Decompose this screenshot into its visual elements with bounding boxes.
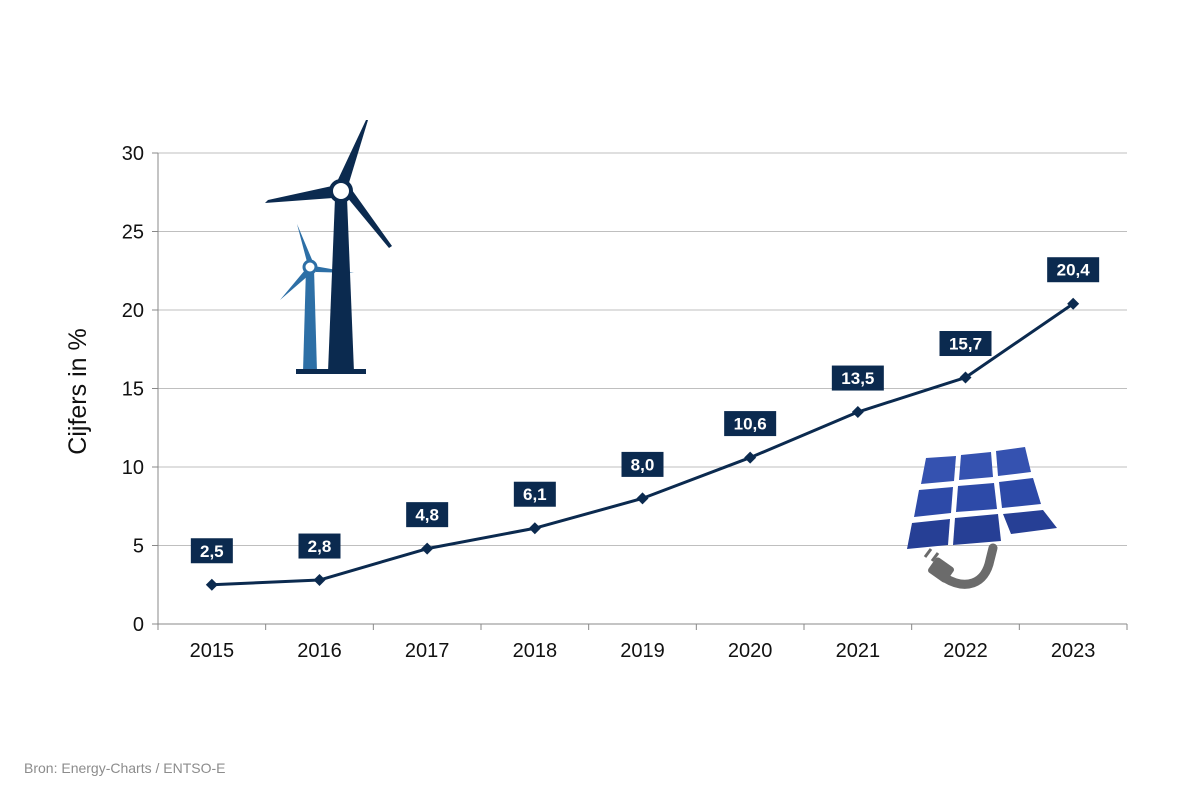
data-point (1067, 297, 1080, 310)
y-tick-label: 0 (133, 614, 144, 636)
data-label: 10,6 (734, 415, 767, 434)
data-label: 20,4 (1057, 261, 1091, 280)
y-axis-title: Cijfers in % (64, 328, 92, 454)
axes: 0 5 10 15 20 25 30 2015 2016 2017 2018 2019 2020 2021… (64, 143, 1128, 662)
data-point (744, 451, 757, 464)
data-label-box (513, 481, 556, 507)
y-tick-label: 15 (122, 379, 144, 401)
data-label-box (190, 538, 233, 564)
data-point (205, 578, 218, 591)
data-label-box (939, 331, 992, 357)
data-point (313, 574, 326, 587)
data-label-box (298, 533, 341, 559)
source-note: Bron: Energy-Charts / ENTSO-E (24, 760, 226, 776)
x-tick-label: 2019 (620, 640, 665, 662)
x-tick-label: 2023 (1051, 640, 1096, 662)
gridlines (158, 152, 1127, 546)
wind-turbine-icon (265, 120, 392, 374)
data-label: 6,1 (523, 485, 547, 504)
x-tick-label: 2018 (513, 640, 558, 662)
data-label-box (406, 502, 449, 528)
x-tick-label: 2017 (405, 640, 450, 662)
data-label: 4,8 (415, 506, 439, 525)
y-tick-label: 30 (122, 143, 144, 165)
data-label: 15,7 (949, 335, 982, 354)
x-tick-label: 2022 (943, 640, 988, 662)
x-tick-label: 2015 (190, 640, 235, 662)
data-label: 13,5 (841, 369, 874, 388)
data-label-box (621, 451, 664, 477)
data-label-box (831, 365, 884, 391)
data-point (421, 542, 434, 555)
data-point (636, 492, 649, 505)
solar-panel-icon (907, 447, 1057, 589)
y-tick-label: 10 (122, 457, 144, 479)
data-labels: 2,5 2,8 4,8 6,1 8,0 10,6 13,5 15,7 20,4 (190, 257, 1100, 564)
data-point (851, 406, 864, 419)
x-tick-label: 2020 (728, 640, 773, 662)
data-point (959, 371, 972, 384)
series (205, 297, 1080, 591)
data-label: 2,5 (200, 542, 224, 561)
y-tick-label: 25 (122, 222, 144, 244)
y-tick-label: 5 (133, 536, 144, 558)
data-label: 2,8 (308, 537, 332, 556)
data-label-box (724, 411, 777, 437)
x-tick-label: 2021 (836, 640, 881, 662)
y-tick-label: 20 (122, 300, 144, 322)
data-point (528, 522, 541, 535)
x-tick-label: 2016 (297, 640, 342, 662)
data-label: 8,0 (631, 455, 655, 474)
data-label-box (1047, 257, 1100, 283)
